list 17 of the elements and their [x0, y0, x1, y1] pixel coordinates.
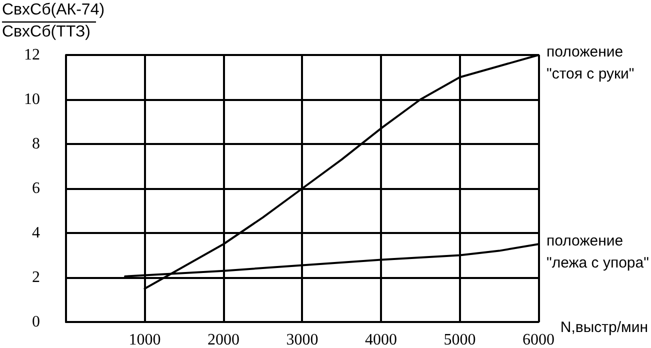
x-tick-label: 1000 [128, 332, 161, 348]
x-axis-title: N,выстр/мин [560, 319, 648, 336]
x-tick-label: 4000 [364, 332, 397, 348]
x-tick-label: 5000 [444, 332, 476, 348]
y-tick-label: 8 [32, 136, 40, 152]
series-label: положение "стоя с руки" [546, 44, 634, 82]
x-tick-label: 6000 [522, 332, 554, 348]
y-tick-label: 2 [32, 269, 40, 286]
series-label: положение "лежа с упора" [546, 232, 649, 272]
y-tick-label: 4 [32, 224, 40, 242]
x-tick-label: 2000 [208, 332, 240, 348]
y-tick-label: 10 [24, 91, 40, 108]
x-tick-label: 3000 [286, 332, 318, 348]
y-tick-label: 0 [32, 314, 40, 330]
y-axis-title: СвхСб(АК-74) СвхСб(ТТЗ) [2, 2, 105, 40]
y-tick-label: 6 [32, 180, 40, 197]
y-tick-label: 12 [24, 46, 40, 64]
